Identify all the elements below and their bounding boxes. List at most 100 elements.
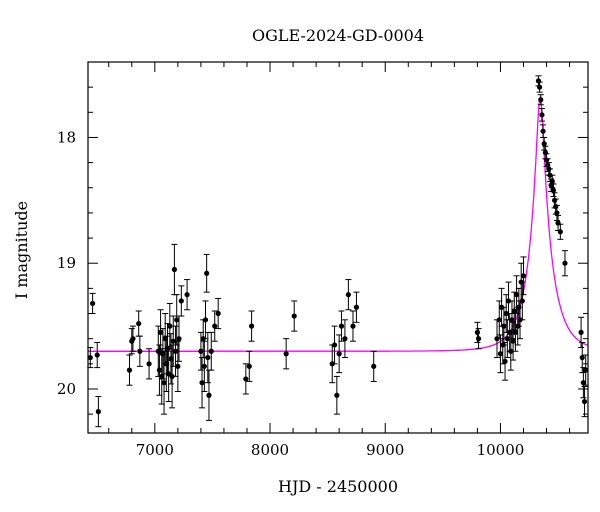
data-point [540,128,546,134]
data-point [538,97,544,103]
data-point [520,273,527,279]
data-point [537,84,543,90]
data-point [161,380,167,386]
data-point [206,392,212,398]
data-point [204,270,210,276]
x-tick-label: 10000 [477,441,525,459]
data-point [199,380,205,386]
y-axis-tick-labels: 18 19 20 [57,128,76,398]
data-point [503,310,509,317]
data-point [198,348,204,354]
data-point [543,157,550,163]
data-point [519,298,525,304]
y-tick-label: 20 [57,380,76,398]
data-point [243,376,249,382]
data-point [501,323,507,329]
data-point [336,351,342,357]
data-point [474,329,481,335]
data-point [542,149,548,156]
data-point [510,338,516,344]
data-point [167,323,173,329]
data-point [174,317,180,323]
data-point [157,329,164,335]
data-point [535,78,542,84]
data-point [137,348,143,354]
data-point [342,336,348,342]
data-point [169,373,175,380]
data-point [554,210,560,216]
data-point [87,354,93,361]
data-point [541,141,547,147]
data-point [583,367,589,373]
data-points-layer [87,75,589,428]
data-point [156,367,163,373]
x-axis-label: HJD - 2450000 [278,477,398,496]
y-tick-label: 19 [57,254,76,272]
data-point [176,336,182,342]
data-point [90,300,96,307]
data-point [205,354,211,361]
data-point [170,338,176,344]
data-point [512,329,519,335]
data-point [94,352,100,358]
data-point [562,260,568,266]
data-point [475,336,482,342]
data-point [208,348,214,354]
data-point [551,197,558,203]
data-point [550,187,557,193]
data-point [291,313,297,319]
x-tick-label: 8000 [251,441,289,459]
data-point [175,363,181,369]
data-point [146,361,152,367]
data-point [553,204,559,210]
chart-title: OGLE-2024-GD-0004 [252,26,424,45]
data-point [246,363,252,369]
data-point [178,298,184,304]
data-point [171,266,178,273]
data-point [497,351,504,357]
data-point [539,112,545,118]
data-point [505,298,512,304]
data-point [184,292,190,298]
data-point [513,292,520,298]
data-point [579,354,585,361]
data-point [136,320,142,327]
data-point [549,178,555,185]
data-point [334,392,340,398]
y-tick-label: 18 [57,128,76,146]
data-point [580,380,586,386]
data-point [502,358,508,364]
data-point [516,304,522,310]
data-point [130,336,136,342]
data-point [95,409,101,415]
data-point [508,348,514,354]
data-point [172,348,179,354]
x-axis-tick-labels: 7000 8000 9000 10000 [136,441,525,459]
data-point [578,329,584,335]
x-tick-label: 9000 [366,441,404,459]
data-point [557,229,563,235]
data-point [338,323,345,329]
data-point [581,398,588,405]
data-point [511,308,517,314]
data-point [496,317,502,323]
data-point [509,317,515,323]
data-point [350,323,356,329]
data-point [345,292,351,298]
y-axis-label: I magnitude [12,201,31,299]
data-point [331,342,338,348]
data-point [283,351,289,357]
data-point [215,310,221,317]
axis-ticks [88,61,588,433]
x-tick-label: 7000 [136,441,174,459]
data-point [201,363,207,369]
data-point [248,323,255,329]
data-point [504,336,510,342]
plot-frame [87,61,589,434]
data-point [202,317,209,323]
data-point [126,367,133,373]
data-point [212,323,218,329]
data-point [353,304,360,310]
data-point [371,363,377,369]
